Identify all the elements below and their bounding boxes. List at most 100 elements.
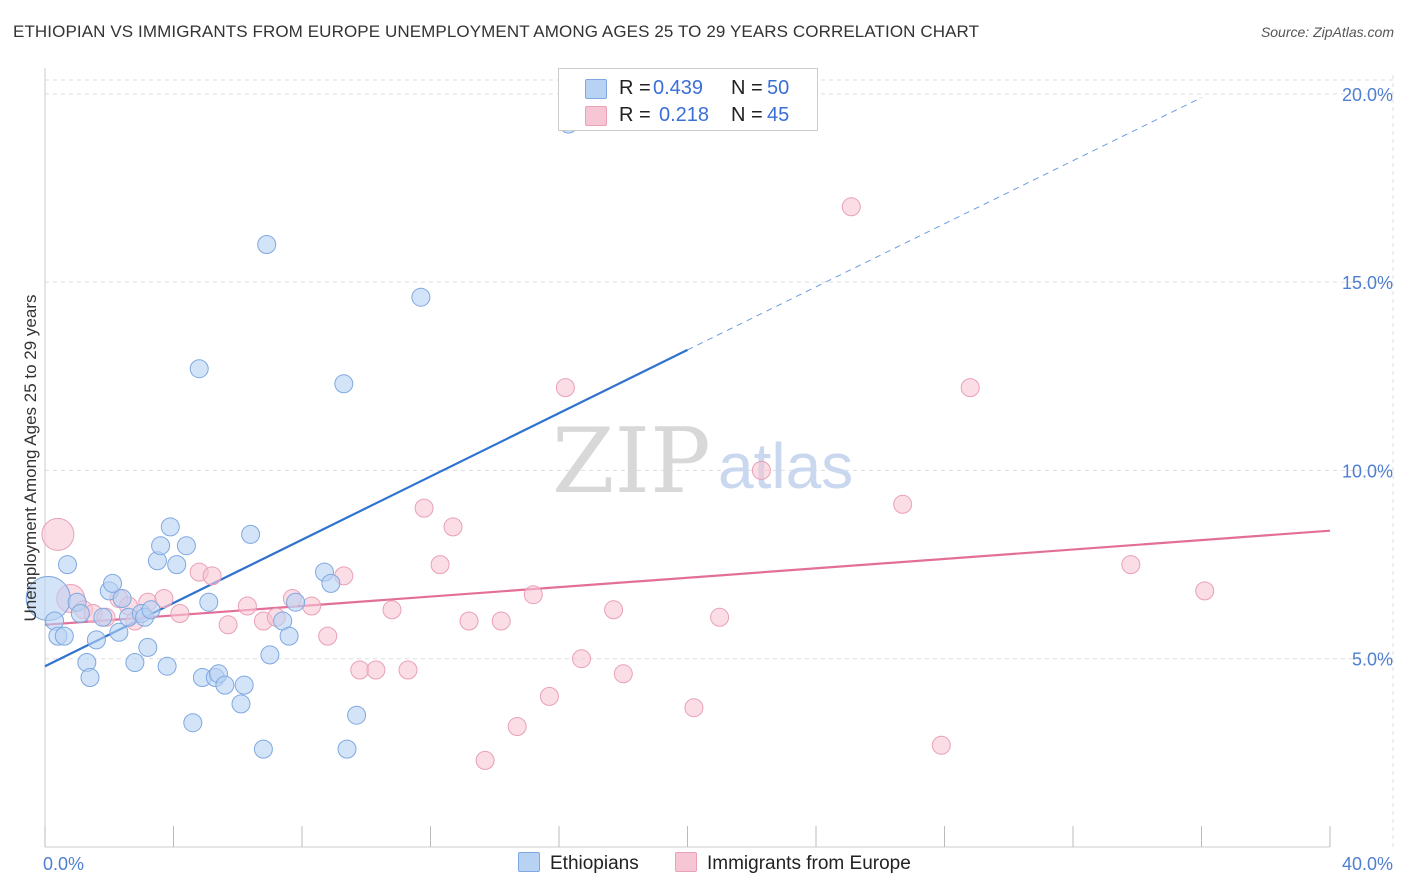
legend: R = 0.439 N = 50 R = 0.218 N = 45 [558,68,818,131]
legend-n-label: N = [731,104,763,126]
y-tick-label: 15.0% [1342,273,1393,293]
immigrant-point [1195,581,1215,601]
ethiopian-point [112,589,132,608]
bottom-legend-label: Ethiopians [550,853,639,874]
source-label: Source: ZipAtlas.com [1260,24,1394,40]
ethiopian-point [160,517,180,537]
data-points [25,114,1215,770]
ethiopian-point [70,604,90,623]
immigrant-point [170,604,190,623]
ethiopian-point [257,235,277,254]
ethiopian-point [347,705,367,725]
y-axis-label: Unemployment Among Ages 25 to 29 years [21,295,40,622]
immigrant-point [475,750,495,770]
watermark-atlas: atlas [718,430,853,502]
ethiopian-point [86,630,106,650]
immigrant-point [414,498,434,518]
ethiopian-point [80,668,100,687]
trend-lines [44,97,1331,668]
watermark-zip: ZIP [552,409,711,514]
immigrant-point [154,589,174,608]
immigrant-point [491,611,511,631]
immigrant-point [1121,555,1141,575]
immigrant-point [202,566,222,586]
bottom-legend-label: Immigrants from Europe [707,853,911,874]
immigrant-point [318,626,338,646]
chart-title: ETHIOPIAN VS IMMIGRANTS FROM EUROPE UNEM… [13,22,980,41]
immigrant-point [931,735,951,755]
immigrant-point [572,649,591,669]
bottom-legend-ethiopians: Ethiopians [518,852,639,875]
immigrant-point [604,600,624,620]
legend-swatch-blue [585,79,607,99]
immigrant-point [41,517,75,551]
immigrant-point [507,717,527,736]
ethiopian-point [231,694,251,714]
ethiopian-point [54,626,74,646]
ethiopian-point [334,374,354,394]
x-tick-label: 40.0% [1342,854,1393,874]
immigrant-point [751,460,771,480]
immigrant-point [960,378,980,398]
legend-swatch-pink [585,106,607,126]
ethiopian-point [279,626,299,646]
immigrant-point [684,698,704,718]
immigrant-point [218,615,238,635]
bottom-legend-swatch-pink [675,852,697,872]
ethiopian-point [141,600,161,620]
ethiopian-point [411,287,431,307]
ethiopian-point [93,607,113,627]
immigrant-point [841,197,861,217]
legend-r-value: 0.439 [653,77,704,99]
legend-n-label: N = [731,77,763,99]
ethiopian-point [58,555,77,575]
ethiopian-point [215,675,235,695]
y-tick-labels: 5.0% 10.0% 15.0% 20.0% [1342,85,1393,670]
immigrant-point [893,494,913,514]
immigrant-point [350,660,370,680]
ethiopian-point [167,555,187,575]
legend-r-label: R = [619,77,651,99]
immigrant-point [523,585,543,605]
y-tick-label: 10.0% [1342,461,1393,481]
ethiopian-point [321,573,341,593]
ethiopian-point [125,653,145,672]
x-tick-labels: 0.0% 40.0% [43,854,1393,874]
legend-r-value: 0.218 [659,104,710,126]
immigrant-point [613,664,633,684]
y-tick-label: 20.0% [1342,85,1393,105]
immigrant-point [443,517,463,537]
immigrant-point [710,607,730,627]
bottom-legend-swatch-blue [518,852,540,872]
immigrant-point [398,660,418,680]
legend-n-value: 50 [767,77,790,99]
ethiopian-point [241,524,261,544]
ethiopian-point [157,656,177,676]
y-tick-label: 5.0% [1352,650,1393,670]
immigrant-point [237,596,257,616]
immigrant-point [382,600,402,620]
ethiopian-point [103,573,122,593]
ethiopian-point [234,675,254,695]
ethiopian-point [286,592,306,612]
ethiopian-point [253,739,273,759]
immigrant-trend-line [44,529,1331,626]
ethiopian-point [176,536,196,556]
axes [44,68,1331,848]
ethiopian-point [151,536,171,556]
legend-r-label: R = [619,104,651,126]
immigrant-point [555,378,575,398]
ethiopian-point [260,645,280,665]
immigrant-point [302,596,322,616]
ethiopian-point [183,713,203,733]
immigrant-point [430,555,450,575]
x-tick-label: 0.0% [43,854,84,874]
ethiopian-point [138,637,158,657]
immigrant-point [539,686,559,706]
ethiopian-trend-extension [687,97,1202,351]
legend-n-value: 45 [767,104,790,126]
ethiopian-point [189,359,209,379]
immigrant-point [366,660,386,680]
ethiopian-point [337,739,357,759]
